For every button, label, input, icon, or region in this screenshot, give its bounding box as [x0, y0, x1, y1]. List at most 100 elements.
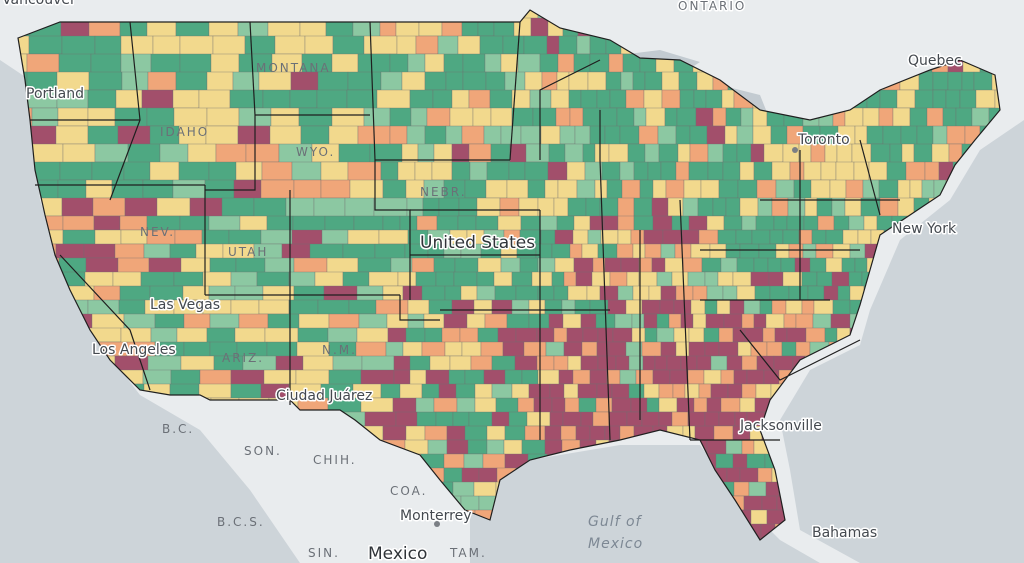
county-cell[interactable]: [703, 327, 720, 344]
county-cell[interactable]: [407, 299, 430, 317]
county-cell[interactable]: [511, 107, 534, 129]
county-cell[interactable]: [421, 383, 440, 400]
county-cell[interactable]: [788, 285, 809, 302]
county-cell[interactable]: [688, 161, 709, 182]
county-cell[interactable]: [608, 143, 629, 163]
county-cell[interactable]: [845, 179, 864, 200]
county-cell[interactable]: [230, 369, 265, 386]
county-cell[interactable]: [154, 313, 185, 329]
county-cell[interactable]: [743, 495, 763, 512]
county-cell[interactable]: [844, 197, 862, 217]
county-cell[interactable]: [83, 243, 116, 259]
county-cell[interactable]: [114, 243, 145, 261]
county-cell[interactable]: [748, 481, 767, 498]
county-cell[interactable]: [397, 271, 417, 287]
county-cell[interactable]: [720, 397, 741, 413]
county-cell[interactable]: [639, 179, 654, 201]
county-cell[interactable]: [723, 215, 743, 231]
county-cell[interactable]: [464, 179, 487, 199]
county-cell[interactable]: [484, 53, 502, 73]
county-cell[interactable]: [174, 229, 203, 245]
county-cell[interactable]: [486, 439, 505, 457]
county-cell[interactable]: [551, 271, 565, 289]
county-cell[interactable]: [656, 327, 675, 344]
county-cell[interactable]: [235, 257, 266, 275]
county-cell[interactable]: [347, 229, 380, 247]
county-cell[interactable]: [646, 397, 660, 415]
county-cell[interactable]: [914, 89, 934, 110]
county-cell[interactable]: [504, 425, 526, 443]
county-cell[interactable]: [638, 125, 659, 147]
county-cell[interactable]: [431, 161, 453, 181]
county-cell[interactable]: [832, 299, 851, 316]
county-cell[interactable]: [715, 453, 734, 469]
county-cell[interactable]: [229, 89, 264, 109]
county-cell[interactable]: [628, 355, 644, 371]
county-cell[interactable]: [750, 143, 765, 164]
county-cell[interactable]: [473, 299, 493, 315]
county-cell[interactable]: [605, 71, 622, 91]
county-cell[interactable]: [374, 243, 406, 261]
county-cell[interactable]: [710, 383, 729, 401]
county-cell[interactable]: [635, 369, 654, 386]
county-cell[interactable]: [630, 229, 645, 247]
county-cell[interactable]: [472, 107, 492, 129]
county-cell[interactable]: [494, 285, 517, 303]
county-cell[interactable]: [837, 285, 851, 303]
county-cell[interactable]: [87, 107, 116, 128]
county-cell[interactable]: [581, 341, 598, 357]
county-cell[interactable]: [485, 71, 506, 93]
county-cell[interactable]: [274, 35, 306, 55]
county-cell[interactable]: [424, 53, 445, 73]
county-cell[interactable]: [606, 179, 623, 200]
county-cell[interactable]: [918, 71, 934, 93]
county-cell[interactable]: [630, 397, 648, 413]
county-cell[interactable]: [606, 369, 621, 387]
county-cell[interactable]: [774, 327, 788, 343]
county-cell[interactable]: [170, 369, 201, 386]
county-cell[interactable]: [813, 299, 834, 317]
county-cell[interactable]: [173, 271, 204, 287]
county-cell[interactable]: [393, 369, 411, 387]
county-cell[interactable]: [455, 383, 476, 401]
county-cell[interactable]: [759, 299, 773, 316]
county-cell[interactable]: [725, 197, 741, 218]
county-cell[interactable]: [596, 383, 613, 399]
county-cell[interactable]: [563, 271, 577, 289]
county-cell[interactable]: [363, 107, 391, 129]
county-cell[interactable]: [652, 215, 673, 232]
county-cell[interactable]: [402, 285, 423, 303]
county-cell[interactable]: [896, 89, 916, 109]
county-cell[interactable]: [723, 313, 743, 329]
county-cell[interactable]: [695, 107, 714, 128]
county-cell[interactable]: [567, 197, 587, 217]
county-cell[interactable]: [466, 313, 486, 330]
county-cell[interactable]: [348, 299, 377, 315]
county-cell[interactable]: [631, 327, 646, 343]
county-cell[interactable]: [782, 143, 800, 165]
county-cell[interactable]: [298, 107, 333, 127]
county-cell[interactable]: [347, 71, 382, 91]
county-cell[interactable]: [682, 257, 703, 274]
county-cell[interactable]: [172, 89, 200, 109]
county-cell[interactable]: [289, 89, 318, 109]
county-cell[interactable]: [665, 179, 685, 201]
county-cell[interactable]: [589, 425, 606, 442]
county-cell[interactable]: [493, 271, 513, 287]
county-cell[interactable]: [753, 257, 769, 275]
county-cell[interactable]: [757, 467, 773, 485]
county-cell[interactable]: [676, 107, 697, 127]
county-cell[interactable]: [260, 179, 295, 200]
county-cell[interactable]: [262, 285, 295, 302]
county-cell[interactable]: [405, 327, 426, 343]
county-cell[interactable]: [443, 453, 465, 469]
county-cell[interactable]: [739, 161, 755, 182]
county-cell[interactable]: [815, 243, 834, 261]
county-cell[interactable]: [560, 425, 577, 441]
county-cell[interactable]: [266, 341, 298, 359]
county-cell[interactable]: [961, 71, 975, 92]
county-cell[interactable]: [409, 369, 427, 387]
county-cell[interactable]: [671, 271, 689, 287]
county-cell[interactable]: [508, 161, 526, 181]
county-cell[interactable]: [705, 313, 725, 330]
